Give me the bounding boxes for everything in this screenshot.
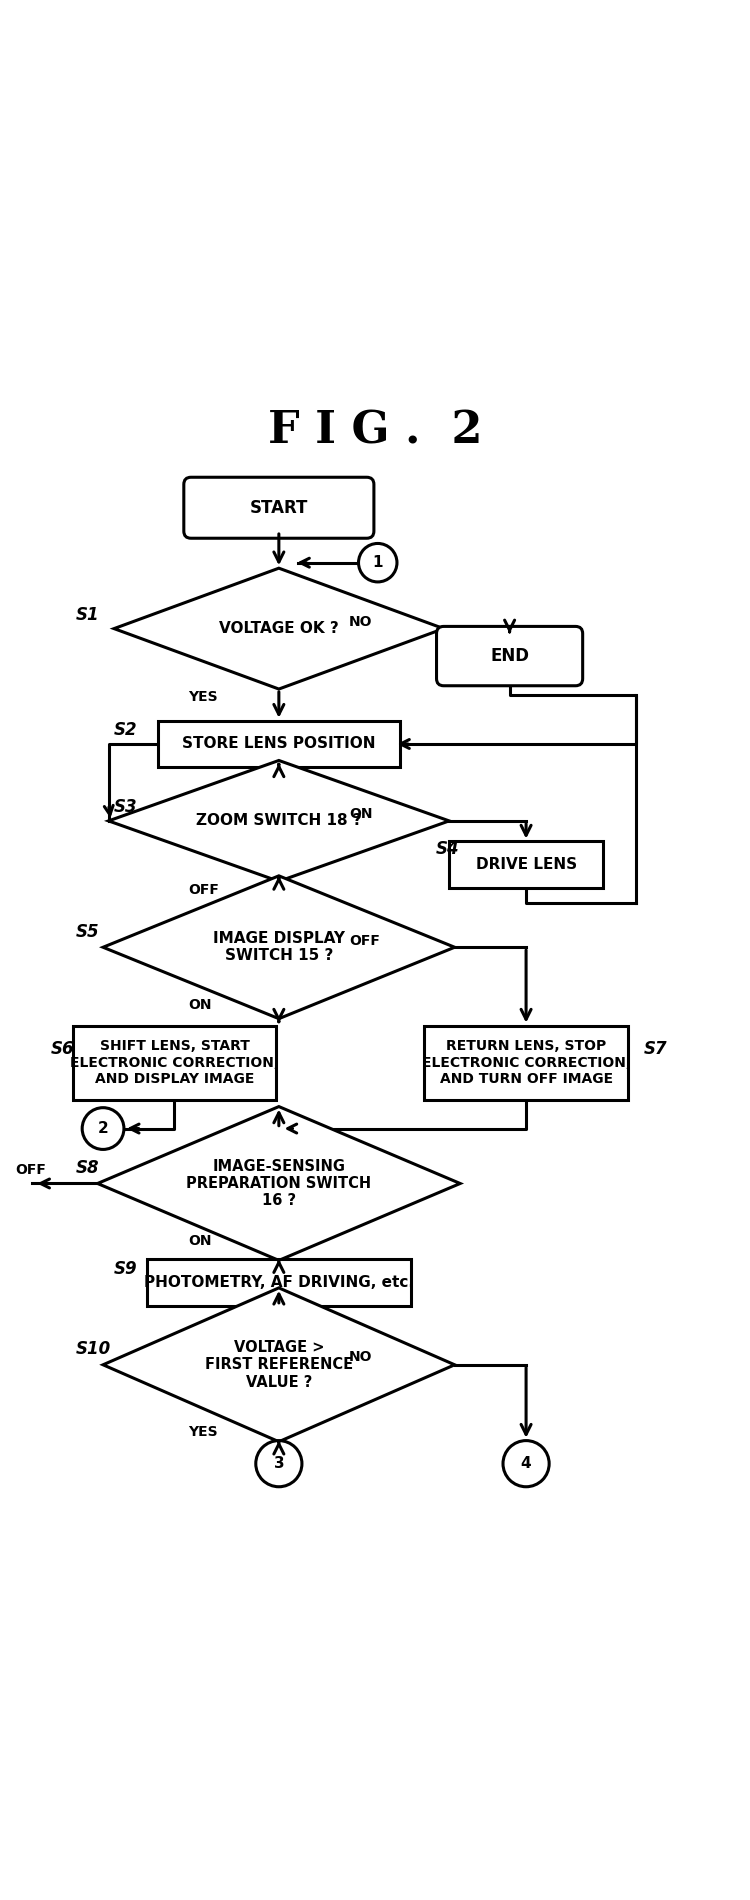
Text: VOLTAGE OK ?: VOLTAGE OK ? — [219, 621, 339, 637]
Text: S8: S8 — [76, 1159, 99, 1178]
Text: S6: S6 — [51, 1039, 74, 1058]
Text: OFF: OFF — [188, 884, 219, 897]
Text: START: START — [250, 498, 308, 517]
Polygon shape — [114, 568, 444, 690]
Bar — [147, 1260, 411, 1305]
Text: ON: ON — [350, 808, 373, 821]
Circle shape — [358, 543, 397, 581]
Polygon shape — [98, 1106, 460, 1260]
Text: YES: YES — [188, 690, 218, 705]
Text: ZOOM SWITCH 18 ?: ZOOM SWITCH 18 ? — [196, 813, 362, 828]
Text: S3: S3 — [114, 798, 138, 817]
Text: ON: ON — [188, 1235, 211, 1248]
Text: DRIVE LENS: DRIVE LENS — [476, 857, 577, 872]
Text: OFF: OFF — [15, 1163, 46, 1176]
Polygon shape — [103, 876, 454, 1018]
Text: 3: 3 — [274, 1455, 284, 1471]
Text: S1: S1 — [76, 606, 99, 623]
Text: VOLTAGE >
FIRST REFERENCE
VALUE ?: VOLTAGE > FIRST REFERENCE VALUE ? — [205, 1340, 353, 1389]
Circle shape — [82, 1108, 124, 1149]
Text: 1: 1 — [373, 555, 383, 570]
Bar — [449, 842, 603, 887]
Text: S4: S4 — [436, 840, 459, 859]
Text: NO: NO — [350, 616, 373, 629]
Text: NO: NO — [350, 1349, 373, 1364]
Text: 4: 4 — [520, 1455, 532, 1471]
Circle shape — [256, 1440, 302, 1486]
Bar — [158, 720, 400, 768]
Text: F I G .  2: F I G . 2 — [268, 408, 482, 452]
Text: END: END — [490, 648, 529, 665]
Text: 2: 2 — [98, 1121, 109, 1136]
FancyBboxPatch shape — [436, 627, 583, 686]
Text: IMAGE-SENSING
PREPARATION SWITCH
16 ?: IMAGE-SENSING PREPARATION SWITCH 16 ? — [186, 1159, 371, 1208]
Text: OFF: OFF — [350, 933, 380, 948]
Text: STORE LENS POSITION: STORE LENS POSITION — [182, 737, 376, 752]
Bar — [424, 1026, 628, 1100]
FancyBboxPatch shape — [184, 477, 374, 538]
Text: S5: S5 — [76, 923, 99, 940]
Text: YES: YES — [188, 1425, 218, 1438]
Circle shape — [503, 1440, 549, 1486]
Text: RETURN LENS, STOP
ELECTRONIC CORRECTION,
AND TURN OFF IMAGE: RETURN LENS, STOP ELECTRONIC CORRECTION,… — [422, 1039, 631, 1085]
Text: ON: ON — [188, 998, 211, 1013]
Text: S7: S7 — [644, 1039, 668, 1058]
Text: S10: S10 — [76, 1340, 111, 1358]
Text: PHOTOMETRY, AF DRIVING, etc.: PHOTOMETRY, AF DRIVING, etc. — [144, 1275, 414, 1290]
Text: IMAGE DISPLAY
SWITCH 15 ?: IMAGE DISPLAY SWITCH 15 ? — [213, 931, 345, 963]
Bar — [73, 1026, 276, 1100]
Polygon shape — [103, 1288, 454, 1442]
Polygon shape — [109, 760, 449, 882]
Text: S2: S2 — [114, 722, 138, 739]
Text: SHIFT LENS, START
ELECTRONIC CORRECTION,
AND DISPLAY IMAGE: SHIFT LENS, START ELECTRONIC CORRECTION,… — [70, 1039, 279, 1085]
Text: S9: S9 — [114, 1260, 138, 1277]
